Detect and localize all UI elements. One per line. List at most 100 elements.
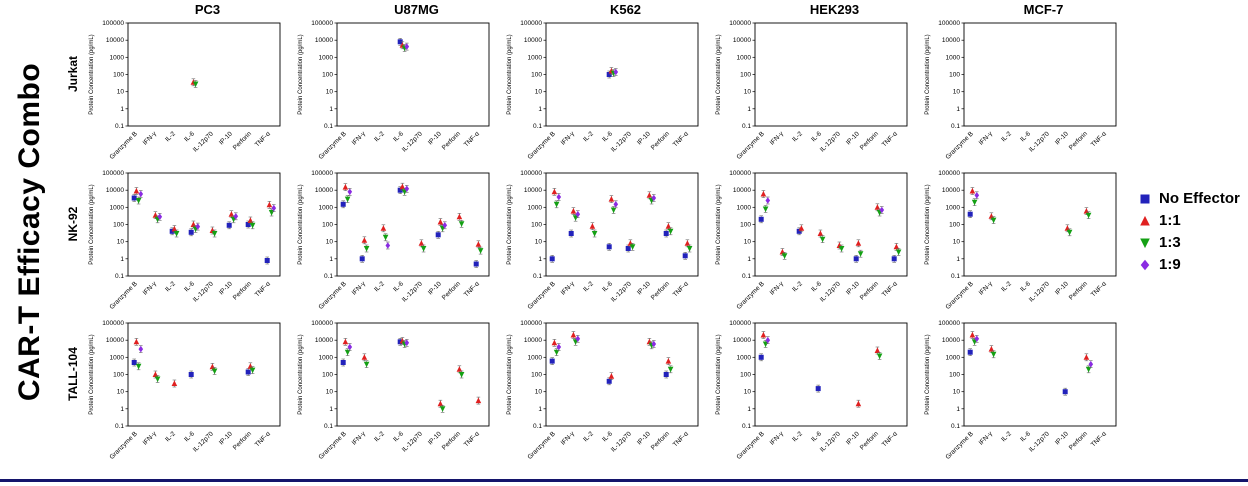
legend-label: No Effector xyxy=(1159,190,1240,207)
column-headers: PC3 U87MG K562 HEK293 MCF-7 xyxy=(62,2,1129,20)
svg-text:IL-6: IL-6 xyxy=(183,130,196,143)
plot-nk92-hek293: Protein Concentration (pg/mL) 100000 10000… xyxy=(711,170,920,320)
svg-text:Protein Concentration (pg/mL): Protein Concentration (pg/mL) xyxy=(298,334,304,414)
svg-text:10000: 10000 xyxy=(733,37,751,44)
svg-text:Perforin: Perforin xyxy=(650,280,671,301)
svg-text:100: 100 xyxy=(531,72,542,79)
svg-text:Perforin: Perforin xyxy=(232,130,253,151)
svg-text:IL-6: IL-6 xyxy=(392,130,405,143)
plot-nk92-pc3: Protein Concentration (pg/mL) 100000 10000… xyxy=(84,170,293,320)
svg-text:10: 10 xyxy=(744,89,752,96)
svg-text:IL-6: IL-6 xyxy=(810,130,823,143)
bottom-rule xyxy=(0,479,1248,482)
svg-text:Protein Concentration (pg/mL): Protein Concentration (pg/mL) xyxy=(298,184,304,264)
svg-text:10: 10 xyxy=(744,239,752,246)
svg-text:IL-12p70: IL-12p70 xyxy=(610,130,633,153)
no-effector-square-icon xyxy=(1138,192,1152,206)
svg-text:Perforin: Perforin xyxy=(1068,280,1089,301)
svg-text:10: 10 xyxy=(953,389,961,396)
svg-text:100000: 100000 xyxy=(938,20,960,27)
plot-tall104-pc3: Protein Concentration (pg/mL) 100000 10000… xyxy=(84,320,293,470)
legend-item-1-1: 1:1 xyxy=(1138,212,1240,229)
svg-text:10000: 10000 xyxy=(733,337,751,344)
svg-text:Perforin: Perforin xyxy=(859,430,880,451)
svg-text:IL-6: IL-6 xyxy=(392,280,405,293)
svg-text:1: 1 xyxy=(329,406,333,413)
svg-text:1000: 1000 xyxy=(737,54,752,61)
plot-jurkat-hek293: Protein Concentration (pg/mL) 100000 10000… xyxy=(711,20,920,170)
svg-text:IFN-γ: IFN-γ xyxy=(351,130,368,147)
svg-text:Protein Concentration (pg/mL): Protein Concentration (pg/mL) xyxy=(507,184,513,264)
svg-text:10: 10 xyxy=(535,89,543,96)
svg-text:IP-10: IP-10 xyxy=(636,130,652,146)
svg-text:10: 10 xyxy=(117,89,125,96)
svg-text:IP-10: IP-10 xyxy=(636,430,652,446)
svg-text:Perforin: Perforin xyxy=(441,130,462,151)
svg-text:Perforin: Perforin xyxy=(441,280,462,301)
svg-text:10: 10 xyxy=(117,239,125,246)
svg-text:IL-2: IL-2 xyxy=(1000,280,1013,293)
svg-text:IFN-γ: IFN-γ xyxy=(978,130,995,147)
svg-text:10: 10 xyxy=(535,239,543,246)
svg-text:IL-2: IL-2 xyxy=(582,130,595,143)
svg-text:IL-6: IL-6 xyxy=(1019,280,1032,293)
svg-text:0.1: 0.1 xyxy=(951,423,960,430)
svg-text:IL-12p70: IL-12p70 xyxy=(610,280,633,303)
svg-text:IL-12p70: IL-12p70 xyxy=(401,130,424,153)
svg-text:IP-10: IP-10 xyxy=(845,430,861,446)
svg-text:1: 1 xyxy=(747,256,751,263)
svg-text:0.1: 0.1 xyxy=(324,273,333,280)
svg-text:100: 100 xyxy=(531,222,542,229)
svg-text:1000: 1000 xyxy=(110,54,125,61)
svg-text:0.1: 0.1 xyxy=(115,423,124,430)
svg-text:IL-2: IL-2 xyxy=(164,430,177,443)
svg-text:Granzyme B: Granzyme B xyxy=(735,130,765,160)
legend: No Effector 1:1 1:3 1:9 xyxy=(1138,190,1240,273)
svg-text:1: 1 xyxy=(538,106,542,113)
svg-text:IL-2: IL-2 xyxy=(791,280,804,293)
svg-text:TNF-α: TNF-α xyxy=(672,430,690,448)
svg-text:IL-12p70: IL-12p70 xyxy=(819,130,842,153)
svg-text:IL-12p70: IL-12p70 xyxy=(610,430,633,453)
svg-text:IFN-γ: IFN-γ xyxy=(560,130,577,147)
svg-text:100000: 100000 xyxy=(729,20,751,27)
legend-item-1-9: 1:9 xyxy=(1138,256,1240,273)
svg-text:Granzyme B: Granzyme B xyxy=(944,430,974,460)
svg-text:Granzyme B: Granzyme B xyxy=(108,280,138,310)
svg-text:IFN-γ: IFN-γ xyxy=(769,130,786,147)
plot-jurkat-k562: Protein Concentration (pg/mL) 100000 10000… xyxy=(502,20,711,170)
svg-text:IL-2: IL-2 xyxy=(1000,130,1013,143)
svg-text:10: 10 xyxy=(326,239,334,246)
ratio-1-3-triangle-down-icon xyxy=(1138,236,1152,250)
svg-text:1: 1 xyxy=(120,256,124,263)
svg-text:1: 1 xyxy=(956,406,960,413)
svg-text:Perforin: Perforin xyxy=(650,130,671,151)
svg-text:Granzyme B: Granzyme B xyxy=(108,430,138,460)
figure-title: CAR-T Efficacy Combo xyxy=(13,62,46,402)
svg-text:10000: 10000 xyxy=(942,187,960,194)
column-title-k562: K562 xyxy=(609,2,642,17)
svg-text:Protein Concentration (pg/mL): Protein Concentration (pg/mL) xyxy=(89,34,95,114)
svg-text:1000: 1000 xyxy=(528,204,543,211)
svg-text:10000: 10000 xyxy=(315,337,333,344)
svg-text:Protein Concentration (pg/mL): Protein Concentration (pg/mL) xyxy=(89,334,95,414)
svg-text:100000: 100000 xyxy=(102,170,124,177)
svg-text:IFN-γ: IFN-γ xyxy=(142,280,159,297)
plot-tall104-k562: Protein Concentration (pg/mL) 100000 10000… xyxy=(502,320,711,470)
svg-text:10: 10 xyxy=(953,89,961,96)
svg-text:1000: 1000 xyxy=(110,354,125,361)
svg-text:10000: 10000 xyxy=(524,337,542,344)
svg-text:10000: 10000 xyxy=(524,187,542,194)
svg-text:IFN-γ: IFN-γ xyxy=(978,430,995,447)
svg-text:IFN-γ: IFN-γ xyxy=(769,280,786,297)
svg-text:1: 1 xyxy=(538,406,542,413)
svg-text:IFN-γ: IFN-γ xyxy=(142,430,159,447)
svg-text:10: 10 xyxy=(117,389,125,396)
svg-text:Granzyme B: Granzyme B xyxy=(108,130,138,160)
svg-text:100: 100 xyxy=(322,372,333,379)
svg-text:IL-12p70: IL-12p70 xyxy=(192,280,215,303)
legend-item-1-3: 1:3 xyxy=(1138,234,1240,251)
svg-text:TNF-α: TNF-α xyxy=(463,130,481,148)
svg-text:1000: 1000 xyxy=(528,354,543,361)
svg-text:100: 100 xyxy=(740,372,751,379)
